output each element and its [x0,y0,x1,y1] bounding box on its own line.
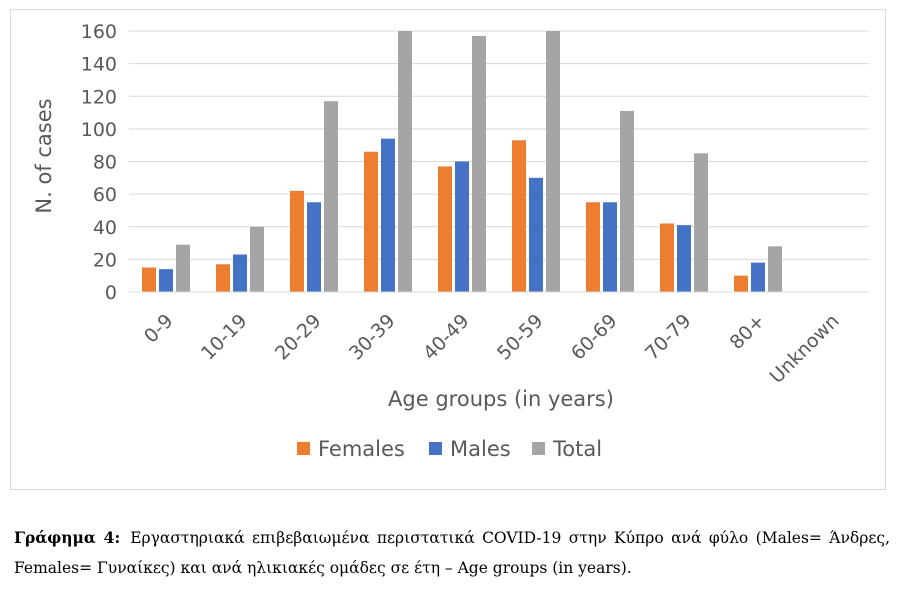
x-tick-label: 30-39 [345,310,400,365]
bar-total-50-59 [546,31,560,292]
caption-text: Εργαστηριακά επιβεβαιωμένα περιστατικά C… [14,529,890,577]
y-axis-ticks: 0 20 40 60 80 100 120 140 160 [81,21,117,304]
bar-total-20-29 [324,101,338,292]
x-tick-label: 10-19 [197,310,252,365]
bar-total-70-79 [694,153,708,292]
x-tick-label: Unknown [766,310,844,388]
bar-males-80+ [751,262,765,292]
bar-total-80+ [768,246,782,292]
y-tick-label: 140 [81,54,117,76]
y-tick-label: 60 [93,184,117,206]
y-tick-label: 80 [93,152,117,174]
x-tick-label: 40-49 [419,310,474,365]
y-axis-title: N. of cases [32,98,56,213]
legend-item-females: Females [297,437,405,461]
chart-frame: 0 20 40 60 80 100 120 140 160 0-9 10-19 20-29 30-39… [10,9,886,490]
x-tick-label: 70-79 [641,310,696,365]
y-tick-label: 160 [81,21,117,43]
bar-females-50-59 [512,140,526,292]
y-tick-label: 120 [81,86,117,108]
x-tick-label: 60-69 [567,310,622,365]
legend-swatch [532,442,545,455]
caption-label: Γράφημα 4: [14,528,121,547]
bar-females-20-29 [290,190,304,292]
legend: Females Males Total [297,437,602,461]
bar-total-10-19 [250,226,264,292]
legend-label: Males [450,437,511,461]
bar-total-0-9 [176,244,190,292]
bar-total-40-49 [472,35,486,293]
bar-females-0-9 [142,267,156,292]
bar-males-70-79 [677,225,691,292]
bar-females-10-19 [216,264,230,292]
y-tick-label: 100 [81,119,117,141]
legend-swatch [429,442,442,455]
legend-item-males: Males [429,437,511,461]
y-tick-label: 0 [105,282,117,304]
legend-label: Females [318,437,405,461]
x-axis-ticks: 0-9 10-19 20-29 30-39 40-49 50-59 60-69 70-79 80… [140,310,844,388]
x-tick-label: 0-9 [140,310,178,348]
legend-item-total: Total [532,437,602,461]
x-axis-title: Age groups (in years) [388,387,614,411]
figure-caption: Γράφημα 4: Εργαστηριακά επιβεβαιωμένα περ… [14,523,890,583]
bar-males-20-29 [307,202,321,292]
bar-females-30-39 [364,151,378,292]
bar-males-50-59 [529,177,543,292]
bar-females-40-49 [438,166,452,292]
bar-total-60-69 [620,110,634,293]
x-tick-label: 80+ [726,310,770,354]
bar-chart: 0 20 40 60 80 100 120 140 160 0-9 10-19 20-29 30-39… [32,21,869,461]
legend-swatch [297,442,310,455]
x-tick-label: 50-59 [493,310,548,365]
bar-females-80+ [734,275,748,292]
x-tick-label: 20-29 [271,310,326,365]
y-tick-label: 40 [93,217,117,239]
y-tick-label: 20 [93,249,117,271]
bar-males-0-9 [159,269,173,292]
gridlines [129,30,869,260]
bar-females-60-69 [586,202,600,292]
bar-males-10-19 [233,254,247,292]
bar-total-30-39 [398,31,412,292]
bar-males-60-69 [603,202,617,292]
bar-males-40-49 [455,161,469,292]
bar-males-30-39 [381,138,395,292]
bars [142,31,782,293]
legend-label: Total [552,437,602,461]
bar-females-70-79 [660,223,674,292]
